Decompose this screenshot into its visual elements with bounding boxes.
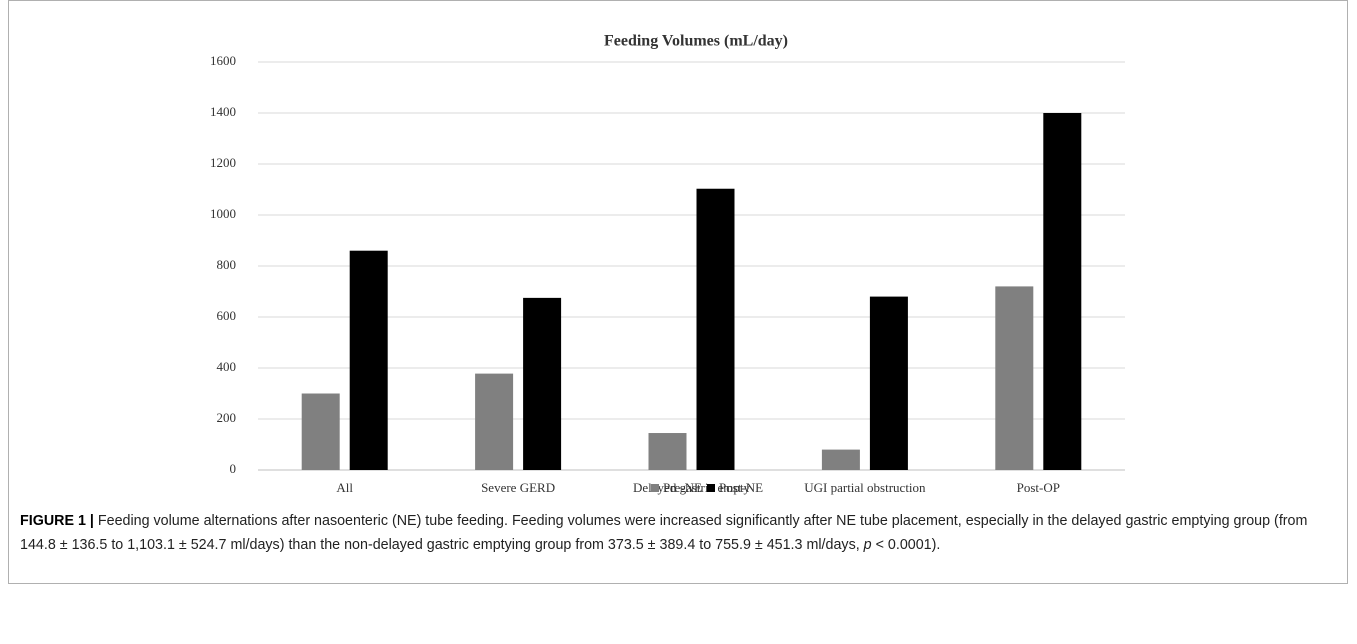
bar: [869, 296, 908, 470]
y-tick-label: 200: [217, 410, 237, 425]
chart-title: Feeding Volumes (mL/day): [604, 33, 788, 50]
bar: [821, 449, 860, 470]
bar: [475, 373, 514, 470]
caption-italic: p: [863, 536, 872, 553]
legend-swatch: [651, 484, 659, 492]
legend-swatch: [707, 484, 715, 492]
y-tick-label: 1600: [210, 53, 236, 68]
x-tick-label: All: [336, 480, 353, 495]
y-tick-label: 1000: [210, 206, 236, 221]
caption: FIGURE 1 | Feeding volume alternations a…: [20, 510, 1342, 557]
y-tick-label: 800: [217, 257, 237, 272]
bar: [1043, 113, 1082, 470]
x-tick-label: Post-OP: [1017, 480, 1060, 495]
chart: Feeding Volumes (mL/day) 0 200 400 600 800 10…: [210, 33, 1125, 495]
y-tick-label: 400: [217, 359, 237, 374]
bar: [523, 297, 562, 470]
bar: [648, 433, 687, 470]
x-tick-label: UGI partial obstruction: [804, 480, 926, 495]
caption-label: FIGURE 1 |: [20, 513, 94, 529]
y-tick-label: 0: [230, 461, 237, 476]
x-tick-label: Severe GERD: [481, 480, 555, 495]
y-tick-label: 1200: [210, 155, 236, 170]
caption-text: Feeding volume alternations after nasoen…: [20, 513, 1308, 553]
bar: [696, 188, 735, 471]
bar: [301, 393, 340, 470]
legend-label: Post-NE: [719, 480, 763, 495]
y-tick-label: 1400: [210, 104, 236, 119]
figure-frame: [8, 0, 1348, 584]
bar: [349, 250, 388, 470]
y-tick-label: 600: [217, 308, 237, 323]
bar: [995, 286, 1034, 470]
caption-text: < 0.0001).: [871, 536, 941, 553]
x-tick-label: Delayed gastric empty: [633, 480, 750, 495]
legend-label: Pre-NE: [663, 480, 702, 495]
